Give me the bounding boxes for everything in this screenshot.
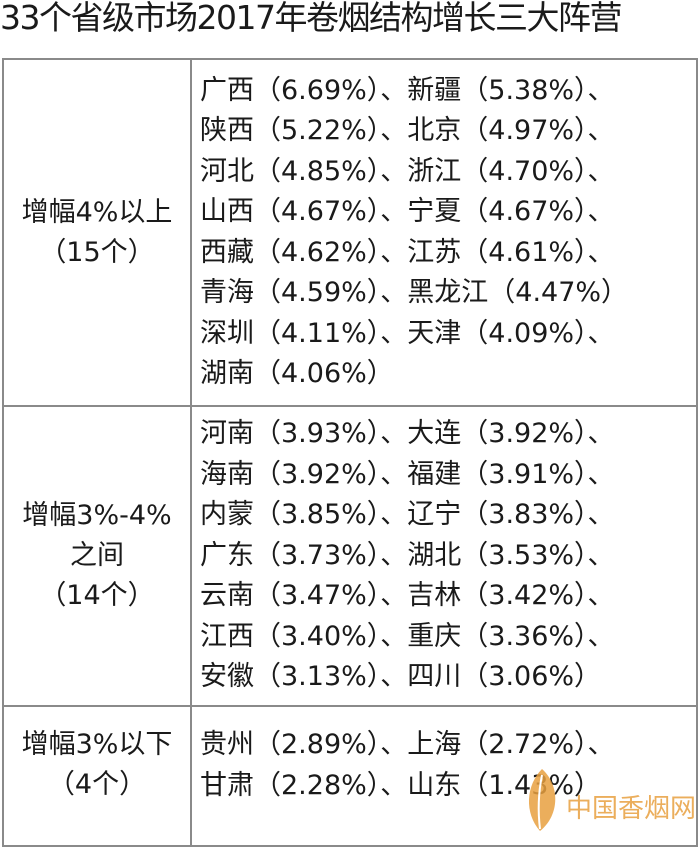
province-line: 内蒙（3.85%）、辽宁（3.83%）、 [200,499,615,531]
group-label: 增幅3%以下 （4个） [2,705,192,847]
watermark-logo: 中国香烟网 [528,769,696,831]
group-label: 增幅4%以上 （15个） [2,58,192,407]
label-line: （14个） [39,580,155,611]
label-line: （15个） [39,236,155,268]
province-line: 云南（3.47%）、吉林（3.42%）、 [200,580,615,612]
province-line: 江西（3.40%）、重庆（3.36%）、 [200,620,615,652]
province-line: 安徽（3.13%）、四川（3.06%） [200,661,602,693]
province-line: 广西（6.69%）、新疆（5.38%）、 [200,74,615,106]
province-line: 西藏（4.62%）、江苏（4.61%）、 [200,236,615,268]
province-line: 湖南（4.06%） [200,358,394,389]
group-provinces: 河南（3.93%）、大连（3.92%）、 海南（3.92%）、福建（3.91%）… [190,405,698,707]
label-line: 增幅3%-4% [22,500,172,531]
label-line: 增幅3%以下 [21,729,173,760]
province-line: 贵州（2.89%）、上海（2.72%）、 [200,729,615,760]
group-provinces: 广西（6.69%）、新疆（5.38%）、 陕西（5.22%）、北京（4.97%）… [190,58,698,407]
label-line: 增幅4%以上 [21,196,173,228]
table-row: 增幅3%-4% 之间 （14个） 河南（3.93%）、大连（3.92%）、 海南… [2,405,698,707]
table-row: 增幅4%以上 （15个） 广西（6.69%）、新疆（5.38%）、 陕西（5.2… [2,58,698,407]
province-line: 河南（3.93%）、大连（3.92%）、 [200,418,615,450]
province-line: 河北（4.85%）、浙江（4.70%）、 [200,155,615,187]
group-label: 增幅3%-4% 之间 （14个） [2,405,192,707]
label-line: （4个） [47,769,147,800]
province-line: 广东（3.73%）、湖北（3.53%）、 [200,539,615,571]
province-line: 海南（3.92%）、福建（3.91%）、 [200,458,615,490]
watermark-text: 中国香烟网 [566,794,696,824]
province-line: 陕西（5.22%）、北京（4.97%）、 [200,115,615,146]
province-line: 山西（4.67%）、宁夏（4.67%）、 [200,196,615,227]
leaf-icon [528,769,556,831]
page-title: 33个省级市场2017年卷烟结构增长三大阵营 [0,0,622,37]
province-line: 深圳（4.11%）、天津（4.09%）、 [200,317,615,349]
province-line: 青海（4.59%）、黑龙江（4.47%） [200,277,629,308]
growth-table: 增幅4%以上 （15个） 广西（6.69%）、新疆（5.38%）、 陕西（5.2… [2,58,698,847]
label-line: 之间 [70,540,124,571]
